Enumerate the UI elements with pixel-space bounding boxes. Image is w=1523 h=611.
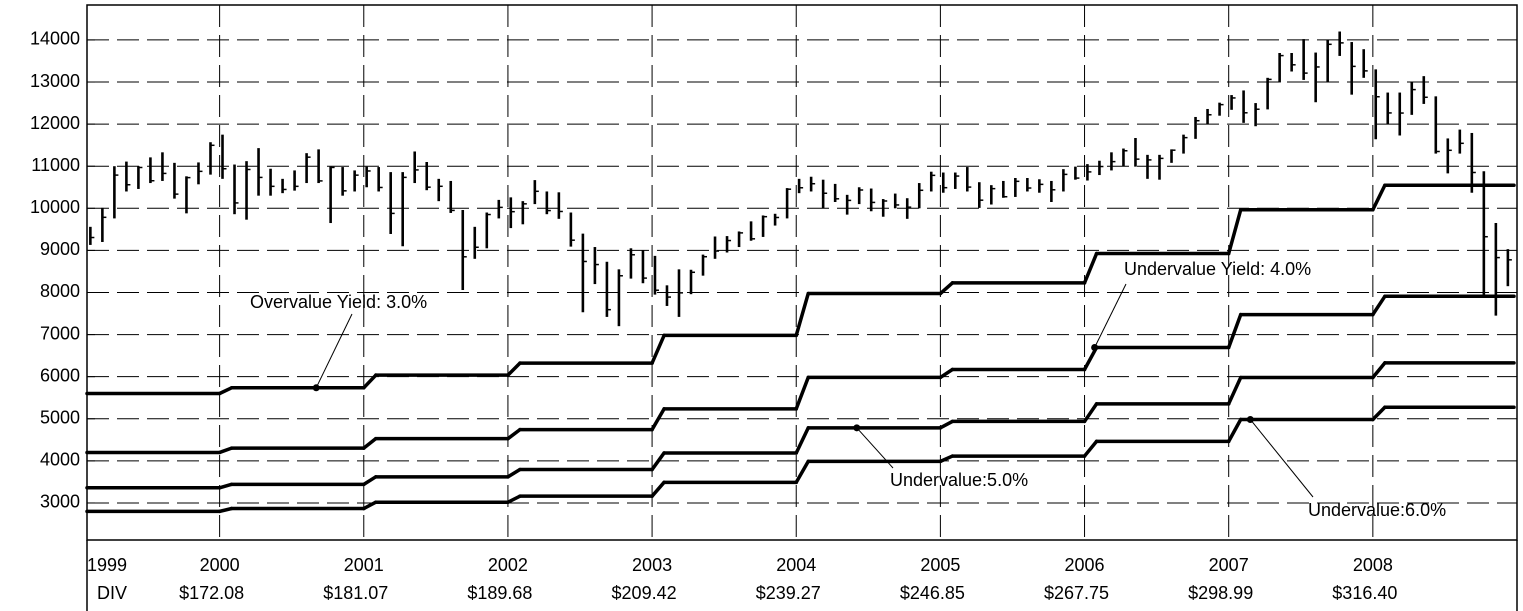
yield-step-ramp: [794, 459, 810, 485]
annotation-leader: [1094, 283, 1127, 348]
yield-step-ramp: [794, 426, 810, 455]
y-tick-label: 9000: [40, 239, 80, 259]
yield-step-ramp: [1371, 361, 1387, 380]
y-tick-label: 8000: [40, 281, 80, 301]
yield-step-ramp: [938, 419, 955, 430]
annotation: Overvalue Yield: 3.0%: [250, 292, 427, 312]
yield-step-ramp: [217, 482, 234, 490]
dividend-label: $267.75: [1044, 583, 1109, 603]
y-tick-label: 13000: [30, 71, 80, 91]
yield-step-ramp: [938, 367, 955, 380]
x-tick-label: 2007: [1209, 555, 1249, 575]
x-tick-label: 2008: [1353, 555, 1393, 575]
dividend-label: $316.40: [1332, 583, 1397, 603]
y-tick-label: 12000: [30, 113, 80, 133]
yield-step-ramp: [362, 500, 378, 511]
yield-step-ramp: [217, 386, 234, 396]
yield-step-ramp: [506, 427, 522, 441]
x-tick-label: 2006: [1065, 555, 1105, 575]
plot-frame: [86, 4, 1518, 541]
yield-step-ramp: [1226, 312, 1243, 350]
yield-step-ramp: [362, 373, 378, 390]
dividend-label: $181.07: [323, 583, 388, 603]
y-tick-label: 3000: [40, 492, 80, 512]
dividend-label: $239.27: [756, 583, 821, 603]
yield-step-ramp: [1226, 417, 1243, 444]
y-tick-label: 6000: [40, 365, 80, 385]
y-tick-label: 10000: [30, 197, 80, 217]
dividend-label: $209.42: [612, 583, 677, 603]
yield-step-ramp: [938, 454, 955, 464]
annotation: Undervalue:6.0%: [1308, 500, 1446, 520]
annotation: Undervalue Yield: 4.0%: [1124, 259, 1311, 279]
dividend-label: $298.99: [1188, 583, 1253, 603]
y-tick-label: 4000: [40, 450, 80, 470]
x-start-label: 1999: [87, 555, 127, 575]
annotation-leader: [1249, 419, 1314, 498]
yield-step-ramp: [650, 480, 666, 498]
dividend-label: $246.85: [900, 583, 965, 603]
y-tick-label: 11000: [31, 155, 80, 175]
y-tick-label: 14000: [30, 29, 80, 49]
yield-step-ramp: [1371, 183, 1387, 212]
annotation: Undervalue:5.0%: [890, 470, 1028, 490]
x-tick-label: 2001: [344, 555, 384, 575]
yield-step-ramp: [217, 506, 234, 514]
div-label: DIV: [97, 583, 127, 603]
yield-step-ramp: [506, 494, 522, 504]
yield-step-ramp: [938, 281, 955, 296]
yield-step-ramp: [650, 451, 666, 472]
yield-step-ramp: [1082, 345, 1099, 372]
yield-step-ramp: [362, 436, 378, 450]
yield-step-ramp: [1082, 251, 1099, 285]
yield-step-ramp: [1082, 439, 1099, 458]
x-tick-label: 2003: [632, 555, 672, 575]
yield-step-ramp: [362, 475, 378, 487]
yield-step-ramp: [650, 333, 666, 365]
yield-step-ramp: [1082, 402, 1099, 424]
yield-step-ramp: [794, 375, 810, 411]
yield-step-ramp: [506, 361, 522, 377]
annotation-dot: [312, 384, 320, 392]
dividend-label: $189.68: [467, 583, 532, 603]
yield-step-ramp: [1226, 207, 1243, 256]
yield-step-ramp: [794, 291, 810, 338]
y-tick-label: 5000: [40, 408, 80, 428]
yield-step-ramp: [217, 446, 234, 455]
yield-step-ramp: [506, 467, 522, 479]
yield-step-ramp: [1371, 294, 1387, 317]
annotation-dot: [1246, 415, 1254, 423]
yield-step-ramp: [1226, 375, 1243, 406]
annotation-leader: [856, 427, 894, 469]
x-tick-label: 2004: [776, 555, 816, 575]
x-tick-label: 2002: [488, 555, 528, 575]
y-tick-label: 7000: [40, 323, 80, 343]
annotation-dot: [853, 424, 861, 432]
x-tick-label: 2005: [920, 555, 960, 575]
x-tick-label: 2000: [200, 555, 240, 575]
annotation-dot: [1091, 343, 1099, 351]
yield-step-ramp: [1371, 405, 1387, 422]
dividend-label: $172.08: [179, 583, 244, 603]
yield-step-ramp: [650, 407, 666, 432]
annotation-leader: [315, 313, 353, 389]
